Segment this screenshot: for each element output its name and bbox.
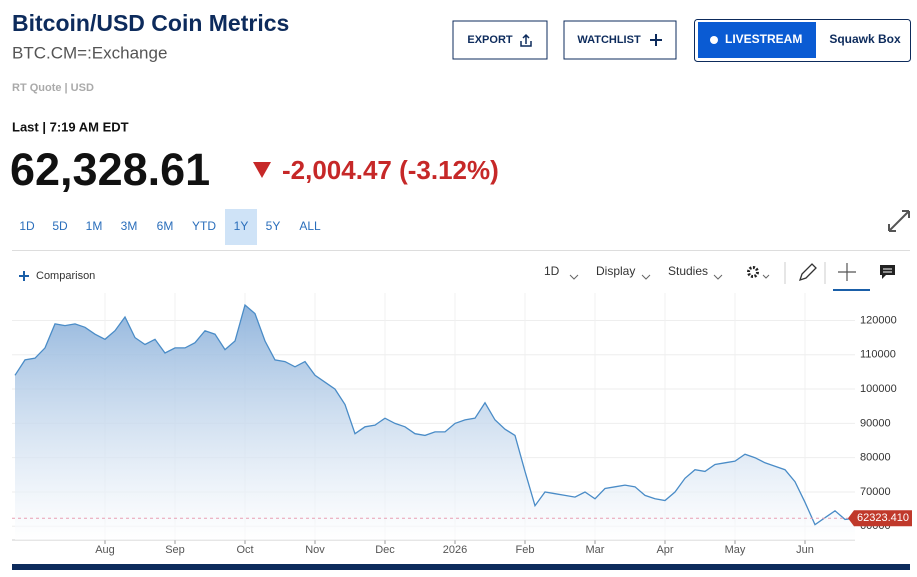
plus-icon	[19, 271, 29, 281]
y-tick-label: 90000	[860, 417, 891, 429]
x-tick-label: Aug	[95, 544, 115, 556]
export-button[interactable]: EXPORT	[452, 20, 548, 60]
chevron	[713, 274, 723, 280]
x-tick-label: Oct	[236, 544, 253, 556]
range-button[interactable]: 5Y	[266, 219, 281, 233]
down-arrow	[253, 162, 271, 178]
x-tick-label: Apr	[656, 544, 673, 556]
interval[interactable]: 1D	[544, 264, 560, 278]
change: -2,004.47 (-3.12%)	[282, 155, 499, 185]
range-button[interactable]: YTD	[192, 219, 216, 233]
export-icon	[520, 33, 532, 47]
x-tick-label: 2026	[443, 544, 467, 556]
price: 62,328.61	[10, 144, 210, 195]
chart-toolbar: Comparison 1D Display Studies	[19, 262, 895, 291]
crosshair-icon[interactable]	[838, 263, 856, 281]
range-selector: 1D 5D 1M 3M 6M YTD 1Y 5Y ALL	[19, 209, 321, 245]
y-tick-label: 110000	[860, 349, 896, 361]
y-tick-label: 100000	[860, 383, 897, 395]
plus-icon	[650, 34, 662, 46]
chevron	[569, 274, 579, 280]
y-tick-label: 120000	[860, 314, 897, 326]
range-button[interactable]: 6M	[157, 219, 174, 233]
pencil-icon[interactable]	[798, 263, 817, 282]
range-selected-bg	[225, 209, 257, 245]
squawk-box-label: Squawk Box	[829, 32, 901, 46]
livestream-label: LIVESTREAM	[725, 32, 802, 46]
comparison[interactable]: Comparison	[36, 270, 95, 282]
last-price-label: 62323.410	[857, 512, 909, 524]
watchlist-button[interactable]: WATCHLIST	[563, 20, 677, 60]
price-chart: 60000700008000090000100000110000120000Au…	[12, 293, 912, 556]
range-button[interactable]: 1D	[19, 219, 35, 233]
x-tick-label: Mar	[586, 544, 605, 556]
x-tick-label: Sep	[165, 544, 185, 556]
range-button[interactable]: 1Y	[234, 219, 249, 233]
expand-icon[interactable]	[888, 210, 910, 232]
live-dot	[710, 36, 718, 44]
range-button[interactable]: 5D	[52, 219, 68, 233]
chevron	[641, 274, 651, 280]
range-button[interactable]: 3M	[121, 219, 138, 233]
button-label: EXPORT	[467, 34, 513, 46]
gear-icon[interactable]	[747, 266, 759, 278]
studies[interactable]: Studies	[668, 264, 708, 278]
price-line	[14, 303, 856, 526]
y-tick-label: 70000	[860, 486, 891, 498]
quote-info: RT Quote | USD	[12, 82, 94, 94]
x-tick-label: May	[725, 544, 746, 556]
x-tick-label: Dec	[375, 544, 395, 556]
x-tick-label: Feb	[516, 544, 535, 556]
last-label: Last | 7:19 AM EDT	[12, 119, 129, 134]
area-fill	[15, 305, 855, 540]
y-tick-label: 80000	[860, 452, 891, 464]
button-label: WATCHLIST	[577, 34, 641, 46]
footer-bar	[12, 564, 910, 570]
range-button[interactable]: ALL	[299, 219, 321, 233]
button-frame	[452, 20, 548, 60]
comment-lines	[883, 268, 892, 273]
range-button[interactable]: 1M	[86, 219, 103, 233]
symbol: BTC.CM=:Exchange	[12, 43, 167, 62]
chevron	[762, 274, 770, 279]
x-tick-label: Nov	[305, 544, 325, 556]
last-price-tag	[848, 510, 912, 527]
display[interactable]: Display	[596, 264, 635, 278]
livestream-widget[interactable]: LIVESTREAM Squawk Box	[694, 19, 911, 62]
x-tick-label: Jun	[796, 544, 814, 556]
title: Bitcoin/USD Coin Metrics	[12, 10, 289, 36]
